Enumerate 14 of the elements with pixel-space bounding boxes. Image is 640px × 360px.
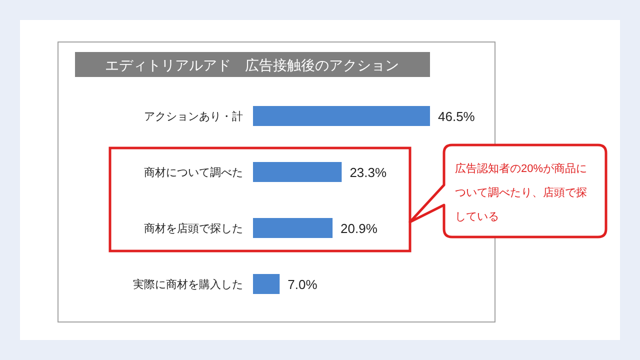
data-label: 46.5% xyxy=(438,109,476,124)
bar xyxy=(253,274,280,294)
bar xyxy=(253,218,333,238)
text: 広告認知者の20%が商品について調べたり、店頭で探している xyxy=(455,162,588,223)
bar xyxy=(253,162,342,182)
y-tick-label: 商材について調べた xyxy=(144,166,243,179)
data-label: 23.3% xyxy=(350,165,387,180)
y-tick-label: 実際に商材を購入した xyxy=(133,278,243,291)
y-tick-label: アクションあり・計 xyxy=(144,110,243,123)
y-tick-label: 商材を店頭で探した xyxy=(144,222,243,235)
bar xyxy=(253,106,430,126)
data-label: 7.0% xyxy=(288,277,318,292)
data-label: 20.9% xyxy=(340,221,378,236)
chart-title: エディトリアルアド 広告接触後のアクション xyxy=(105,57,399,73)
